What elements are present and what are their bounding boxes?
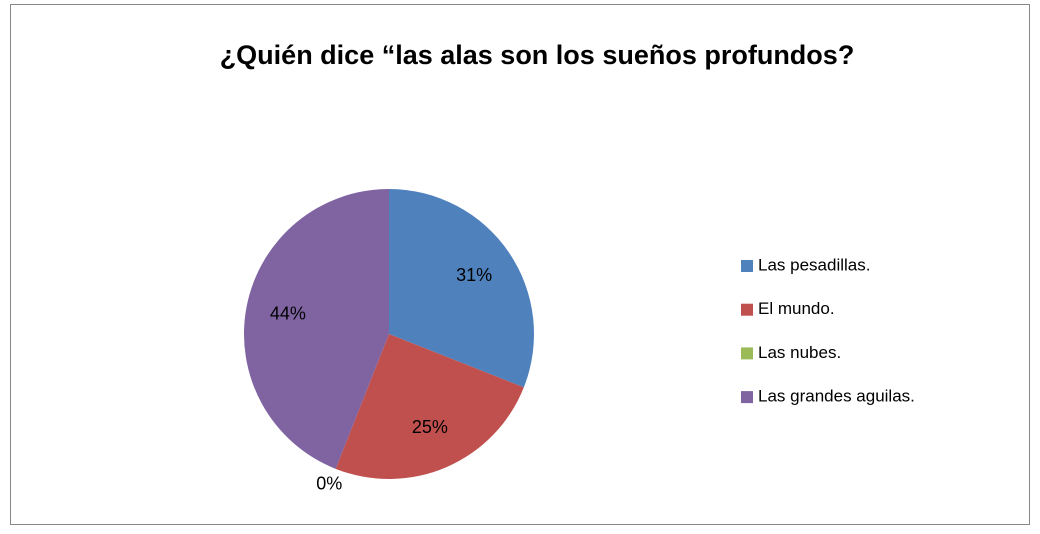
data-label: 44%	[270, 303, 306, 323]
legend-label: Las grandes aguilas.	[758, 387, 915, 406]
legend-label: El mundo.	[758, 299, 835, 318]
legend-swatch	[741, 303, 753, 316]
data-label: 31%	[456, 265, 492, 285]
pie-slice	[335, 334, 524, 479]
data-label: 25%	[412, 417, 448, 437]
legend-swatch	[741, 347, 753, 360]
legend-swatch	[741, 260, 753, 272]
chart-title: ¿Quién dice “las alas son los sueños pro…	[220, 40, 855, 70]
legend-swatch	[741, 391, 753, 404]
chart-frame	[10, 4, 1030, 525]
legend-label: Las pesadillas.	[758, 255, 870, 274]
data-label: 0%	[316, 474, 342, 494]
legend-label: Las nubes.	[758, 343, 841, 362]
pie-slice	[243, 189, 389, 469]
pie-slice	[389, 189, 534, 388]
